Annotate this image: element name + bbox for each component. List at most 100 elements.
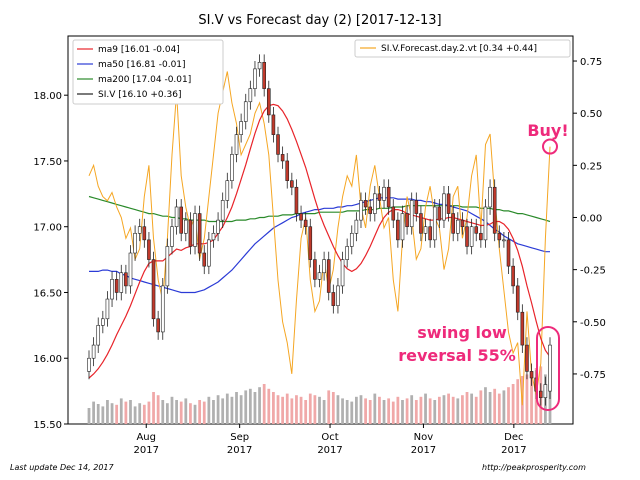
volume-bar [110, 403, 114, 424]
volume-bar [207, 396, 211, 424]
candle-body [197, 213, 202, 254]
volume-bar [479, 390, 483, 424]
footer-last-update: Last update Dec 14, 2017 [10, 463, 114, 472]
candle-body [373, 193, 377, 214]
candle-body [262, 62, 266, 89]
candle-body [446, 193, 451, 214]
candle-body [294, 186, 299, 214]
buy-annotation: Buy! [527, 121, 568, 140]
volume-bar [290, 398, 294, 424]
legend-ma50-label: ma50 [16.81 -0.01] [98, 60, 186, 70]
candle-body [299, 213, 303, 221]
candle-body [326, 259, 331, 293]
left-tick-label: 18.00 [33, 91, 62, 102]
volume-bar [378, 396, 381, 424]
candle-body [488, 186, 492, 208]
candle-body [308, 226, 313, 260]
legend-right-box [354, 39, 571, 58]
x-tick-label: Sep [230, 432, 249, 443]
candle-body [437, 206, 442, 221]
volume-bar [202, 401, 206, 424]
volume-bar [138, 403, 142, 424]
legend-left: ma9 [16.01 -0.04] ma50 [16.81 -0.01] ma2… [72, 39, 224, 105]
candle-body [465, 226, 469, 247]
volume-bar [165, 403, 169, 424]
volume-bar [318, 396, 321, 424]
candle-body [506, 239, 511, 267]
candle-body [322, 259, 326, 274]
candle-body [432, 206, 437, 241]
candle-body [543, 384, 548, 398]
volume-bar [295, 395, 298, 424]
legend-siv-label: SI.V [16.10 +0.36] [98, 90, 181, 100]
candle-body [400, 213, 405, 241]
volume-bar [235, 392, 238, 424]
candle-body [188, 219, 193, 247]
volume-bar [461, 395, 464, 424]
candle-body [119, 272, 124, 293]
candle-body [538, 390, 543, 398]
candle-body [248, 88, 253, 103]
volume-bar [497, 393, 501, 424]
swing-annotation-line1: swing low [417, 323, 507, 342]
volume-bar [258, 387, 261, 424]
volume-bar [129, 400, 132, 424]
legend-ma9-label: ma9 [16.01 -0.04] [98, 45, 180, 55]
candle-body [469, 226, 474, 247]
candle-body [474, 226, 479, 234]
candle-body [257, 62, 262, 70]
candle-body [405, 213, 409, 228]
volume-bar [189, 403, 192, 424]
candle-body [179, 206, 183, 234]
volume-bar [382, 400, 386, 424]
candle-body [243, 101, 248, 122]
candle-body [428, 226, 432, 241]
candle-body [276, 134, 280, 155]
candle-body [377, 193, 382, 201]
candle-body [96, 325, 101, 346]
candle-body [91, 344, 96, 359]
candle-body [285, 160, 290, 181]
right-tick-label: -0.25 [580, 266, 606, 277]
candle-body [101, 318, 105, 326]
candle-body [331, 292, 336, 306]
candle-body [382, 186, 386, 201]
volume-bar [272, 392, 275, 424]
volume-bar [175, 400, 178, 424]
candle-body [142, 226, 147, 241]
volume-bar [530, 371, 533, 424]
candle-body [442, 193, 446, 221]
candle-body [202, 252, 207, 267]
x-tick-year: 2017 [227, 445, 252, 456]
left-tick-label: 15.50 [33, 420, 62, 431]
x-tick-label: Dec [504, 432, 523, 443]
volume-bar [456, 398, 460, 424]
volume-bar [373, 393, 377, 424]
candle-body [511, 265, 515, 287]
volume-bar [387, 398, 391, 424]
volume-bar [414, 400, 418, 424]
volume-bar [437, 396, 441, 424]
candle-body [386, 186, 391, 208]
x-tick-label: Oct [321, 432, 338, 443]
x-tick-year: 2017 [501, 445, 526, 456]
candle-body [515, 285, 520, 313]
legend-right: SI.V.Forecast.day.2.vt [0.34 +0.44] [354, 39, 571, 58]
volume-bar [525, 374, 529, 424]
volume-bar [488, 392, 492, 424]
volume-bar [225, 393, 229, 424]
candle-body [548, 344, 552, 392]
volume-bar [239, 395, 243, 424]
volume-bar [142, 404, 146, 424]
volume-bar [147, 401, 151, 424]
candle-body [497, 232, 502, 241]
candle-body [234, 134, 239, 155]
volume-bar [308, 393, 312, 424]
footer-url: http://peakprosperity.com [482, 463, 586, 472]
candle-body [114, 279, 119, 293]
candle-body [266, 88, 271, 116]
volume-bar [124, 401, 128, 424]
volume-bar [216, 395, 220, 424]
candle-body [280, 154, 285, 162]
volume-bar [401, 400, 404, 424]
